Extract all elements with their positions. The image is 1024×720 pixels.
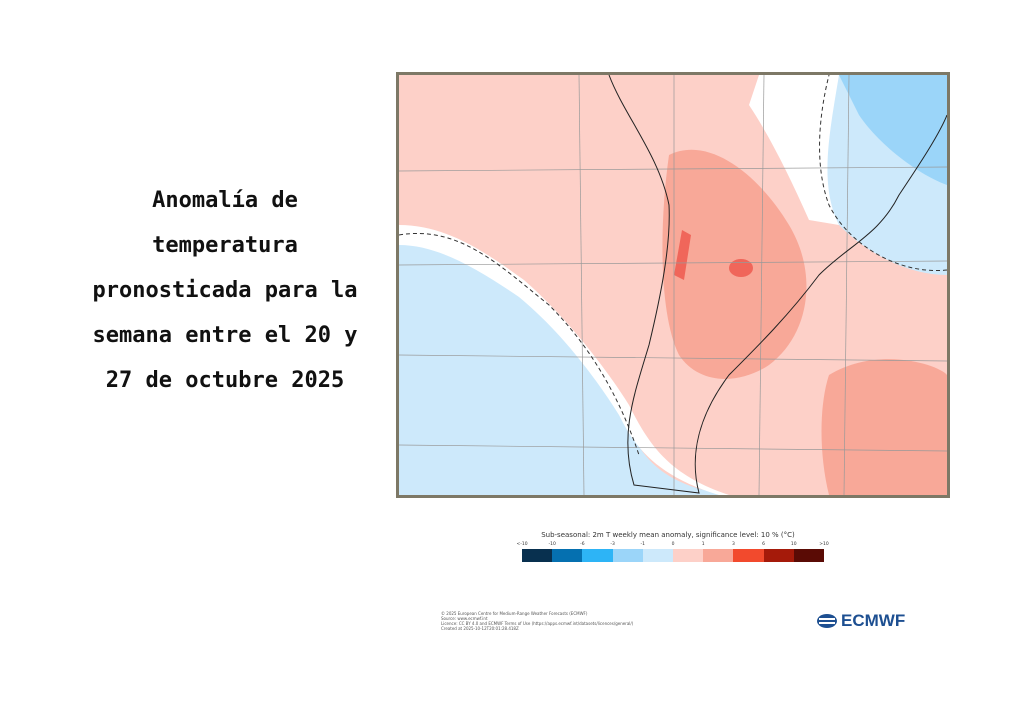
legend-color-swatch (733, 549, 764, 562)
legend-tick-label: -3 (610, 542, 615, 547)
ecmwf-logo: ECMWF (816, 611, 905, 631)
legend-color-swatch (522, 549, 553, 562)
cool-area-pacific (399, 239, 729, 495)
footer-credits: © 2025 European Centre for Medium-Range … (441, 611, 633, 631)
legend-color-swatch (793, 549, 825, 562)
page-title: Anomalía de temperatura pronosticada par… (92, 188, 358, 393)
neutral-area-north (749, 75, 839, 225)
color-legend: Sub-seasonal: 2m T weekly mean anomaly, … (516, 531, 829, 562)
strong-warm-spot (729, 259, 753, 277)
legend-tick-label: >10 (819, 542, 829, 547)
ecmwf-logo-icon (817, 614, 837, 628)
legend-color-swatch (582, 549, 613, 562)
footer-line: Created at 2025-10-12T20:01:28.418Z (441, 626, 519, 631)
legend-color-swatch (612, 549, 643, 562)
temperature-anomaly-map (396, 72, 950, 498)
graticule (399, 75, 947, 495)
legend-tick-label: 1 (701, 542, 705, 547)
legend-color-swatch (552, 549, 583, 562)
warm-area-southeast (821, 359, 947, 495)
significance-contour (399, 75, 947, 456)
legend-tick-label: -1 (640, 542, 646, 547)
legend-ticks: <-10 -10 -6 -3 -1 0 1 3 6 10 >10 (516, 539, 828, 549)
map-canvas (399, 75, 947, 495)
logo-text: ECMWF (841, 611, 906, 630)
legend-tick-label: 0 (671, 542, 675, 547)
legend-colorbar (522, 549, 825, 562)
legend-color-swatch (703, 549, 734, 562)
strong-warm-andes (674, 230, 691, 280)
legend-tick-label: -6 (580, 542, 585, 547)
legend-tick-label: 10 (790, 542, 797, 547)
legend-tick-label: -10 (548, 542, 556, 547)
legend-color-swatch (642, 549, 674, 562)
footer-line: Licence: CC BY 4.0 and ECMWF Terms of Us… (441, 621, 634, 626)
legend-tick-label: 6 (762, 542, 766, 547)
footer-line: © 2025 European Centre for Medium-Range … (441, 611, 588, 616)
cooler-area-atlantic (839, 75, 947, 185)
legend-tick-label: 3 (731, 542, 735, 547)
legend-color-swatch (763, 549, 794, 562)
legend-tick-label: <-10 (516, 542, 528, 547)
legend-color-swatch (673, 549, 704, 562)
coastline (608, 75, 947, 494)
legend-title: Sub-seasonal: 2m T weekly mean anomaly, … (541, 531, 795, 539)
footer-line: Source: www.ecmwf.int (441, 616, 488, 621)
